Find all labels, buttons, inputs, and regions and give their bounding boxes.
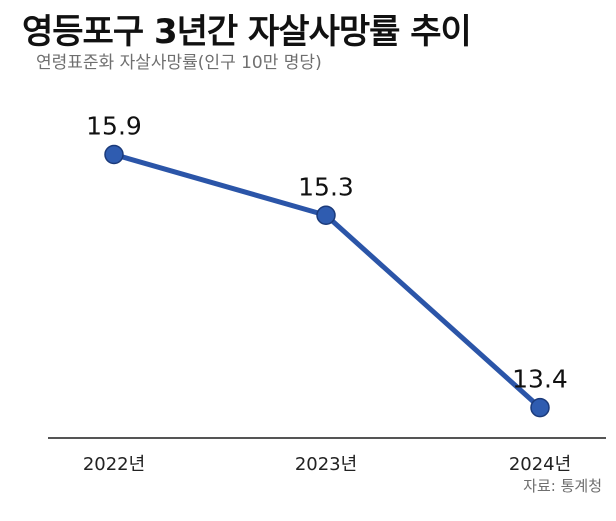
data-label-1: 15.9 (86, 112, 142, 141)
data-point-3 (530, 397, 550, 418)
x-tick-label-2: 2023년 (295, 454, 357, 475)
data-label-3: 13.4 (512, 365, 568, 394)
data-point-1 (104, 144, 124, 165)
x-tick-label-3: 2024년 (509, 454, 571, 475)
chart-title: 영등포구 3년간 자살사망률 추이 (22, 12, 472, 52)
x-tick-label-1: 2022년 (83, 454, 145, 475)
data-point-2 (316, 205, 336, 225)
chart-subtitle: 연령표준화 자살사망률(인구 10만 명당) (36, 53, 322, 73)
data-label-2: 15.3 (298, 172, 354, 201)
source-note: 자료: 통계청 (523, 477, 602, 495)
